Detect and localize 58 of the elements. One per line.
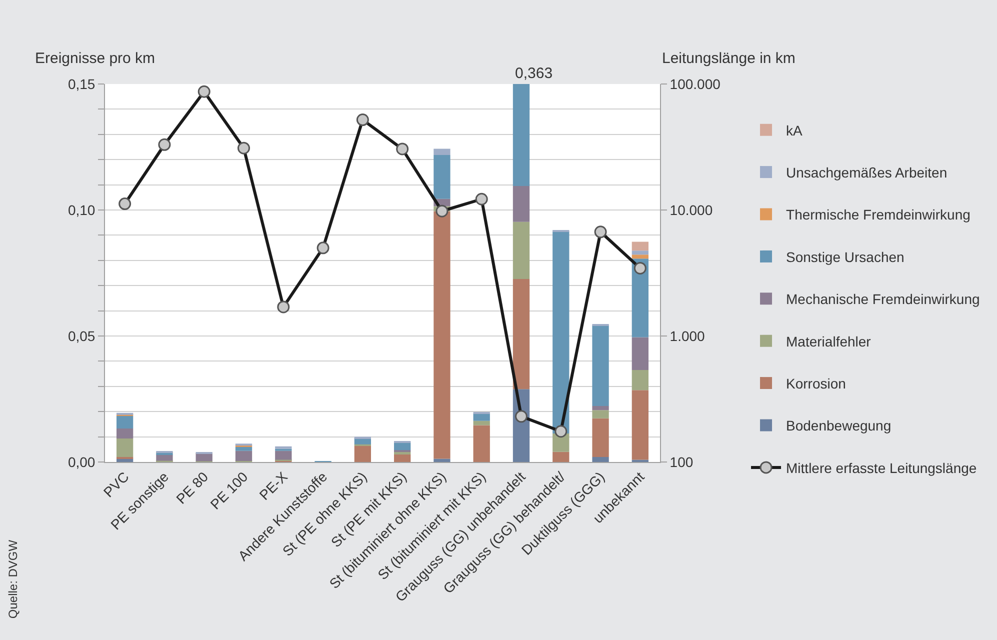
y2-tick-label: 1.000: [670, 328, 706, 344]
bar: [394, 442, 411, 450]
legend-label: Materialfehler: [786, 333, 872, 350]
y-tick-label: 0,10: [68, 202, 96, 218]
bar: [592, 418, 609, 457]
bar: [592, 410, 609, 418]
y-tick-label: 0,15: [68, 76, 96, 92]
bar: [473, 420, 490, 426]
legend-label: Korrosion: [786, 376, 846, 392]
y-tick-label: 0,05: [68, 328, 96, 344]
legend-label: Sonstige Ursachen: [786, 248, 904, 265]
bar: [473, 414, 490, 421]
bar: [394, 454, 411, 462]
y-axis-title: Ereignisse pro km: [35, 50, 156, 67]
bar: [632, 390, 648, 460]
bar: [434, 211, 450, 459]
bar: [552, 452, 570, 462]
source-note: Quelle: DVGW: [6, 539, 20, 619]
bar: [512, 84, 530, 186]
bar: [512, 186, 530, 222]
bar: [512, 279, 530, 390]
bar: [354, 446, 371, 462]
legend-label: kA: [786, 122, 804, 138]
bar: [434, 155, 450, 199]
bar: [552, 231, 570, 434]
bar: [235, 446, 252, 451]
legend-label: Mittlere erfasste Leitungslänge: [786, 460, 977, 476]
bar: [434, 148, 450, 156]
y2-axis-title: Leitungslänge in km: [662, 50, 796, 67]
bar: [116, 416, 134, 428]
bar: [116, 438, 134, 457]
bar: [512, 222, 530, 280]
bar: [275, 446, 292, 449]
y-tick-label: 0,00: [68, 454, 96, 470]
bar: [235, 450, 252, 461]
bar: [632, 250, 648, 255]
y2-tick-label: 10.000: [670, 202, 713, 218]
bar: [116, 428, 134, 439]
bar: [632, 337, 648, 370]
bar: [592, 456, 609, 462]
bar: [394, 452, 411, 454]
bar: [632, 370, 648, 390]
bar: [592, 406, 609, 410]
bar: [116, 458, 134, 462]
annotation: 0,363: [515, 65, 553, 82]
bar: [196, 454, 212, 462]
legend-label: Thermische Fremdeinwirkung: [786, 206, 970, 223]
bar: [473, 425, 490, 462]
bar: [275, 450, 292, 460]
legend-label: Mechanische Fremdeinwirkung: [786, 291, 980, 308]
bar: [434, 458, 450, 462]
legend-label: Bodenbewegung: [786, 418, 892, 434]
y2-tick-label: 100: [670, 454, 694, 470]
bar: [632, 242, 648, 251]
y2-tick-label: 100.000: [670, 76, 721, 92]
bar: [592, 325, 609, 406]
legend-label: Unsachgemäßes Arbeiten: [786, 164, 948, 180]
bar: [632, 254, 648, 259]
